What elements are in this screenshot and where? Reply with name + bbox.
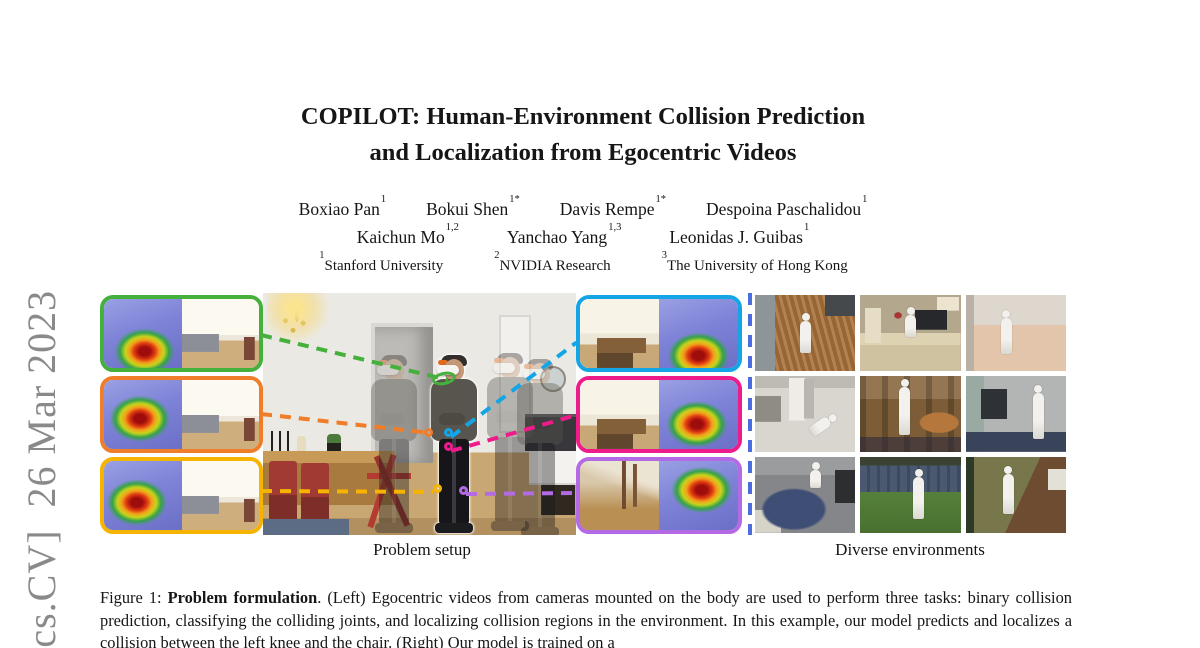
arxiv-watermark: [cs.CV] 26 Mar 2023 (19, 289, 64, 648)
white-table (529, 451, 576, 515)
figure-label-problem-setup: Problem setup (373, 540, 471, 559)
author: Leonidas J. Guibas1 (669, 222, 810, 247)
collision-heatmap-image (659, 461, 738, 530)
author-superscript: 1* (655, 194, 667, 206)
mannequin-figure (898, 379, 911, 436)
author: Bokui Shen1* (426, 194, 520, 219)
collision-panel-purple (576, 457, 742, 534)
affiliation-hku: 3The University of Hong Kong (661, 250, 848, 274)
affiliation-nvidia: 2NVIDIA Research (494, 250, 611, 274)
author-superscript: 1 (803, 222, 810, 234)
collision-panel-orange (100, 376, 263, 453)
caption-bold-title: Problem formulation (167, 588, 318, 607)
author: Despoina Paschalidou1 (706, 194, 868, 219)
author: Yanchao Yang1,3 (506, 222, 622, 247)
environment-image-blue-rug-lounge (755, 457, 856, 533)
affiliation-stanford: 1Stanford University (319, 250, 444, 274)
scene-photo-image (181, 380, 259, 449)
scene-photo-image (181, 299, 259, 368)
red-chair (301, 463, 329, 525)
mannequin-figure (809, 462, 822, 488)
candlesticks (271, 431, 293, 451)
person-vr-headset (429, 355, 479, 533)
room-photo (263, 293, 576, 535)
figure-label-diverse-environments: Diverse environments (835, 540, 985, 559)
author: Kaichun Mo1,2 (356, 222, 459, 247)
collision-heatmap-image (104, 380, 182, 449)
environment-image-timber-room (860, 376, 961, 452)
knee-joint-marker-purple (459, 486, 468, 495)
scene-photo-image (580, 380, 659, 449)
caption-body: . (Left) Egocentric videos from cameras … (100, 588, 1072, 648)
ghost-person (369, 355, 419, 533)
figure-caption: Figure 1: Problem formulation. (Left) Eg… (100, 587, 1072, 648)
mannequin-figure (799, 313, 812, 354)
mannequin-figure (1002, 466, 1015, 515)
author-list-row1: Boxiao Pan1 Bokui Shen1* Davis Rempe1* D… (100, 194, 1066, 220)
environment-image-gray-room-art (965, 376, 1066, 452)
author: Boxiao Pan1 (298, 194, 387, 219)
collision-heatmap-image (104, 461, 182, 530)
hallway-opening (371, 323, 433, 463)
mannequin-figure (1032, 385, 1045, 440)
mannequin-figure (912, 469, 925, 520)
scene-photo-image (580, 299, 659, 368)
mannequin-figure (904, 307, 917, 338)
author-superscript: 1 (380, 194, 387, 206)
collision-panel-yellow (100, 457, 263, 534)
knee-joint-marker-yellow (433, 484, 442, 493)
author: Davis Rempe1* (559, 194, 667, 219)
ghost-person (515, 359, 565, 535)
environment-image-wood-room (755, 295, 856, 371)
collision-heatmap-image (104, 299, 182, 368)
caption-figure-label: Figure 1: (100, 588, 168, 607)
environment-image-empty-room (965, 295, 1066, 371)
dashed-separator-line (748, 293, 752, 535)
author-superscript: 1 (862, 194, 868, 206)
author-superscript: 1,2 (445, 222, 459, 234)
mannequin-figure (1000, 310, 1013, 355)
author-list-row2: Kaichun Mo1,2 Yanchao Yang1,3 Leonidas J… (100, 222, 1066, 248)
scene-photo-image (580, 461, 659, 530)
hip-joint-marker-magenta (444, 442, 453, 451)
environment-image-bedroom (860, 295, 961, 371)
collision-heatmap-image (659, 380, 738, 449)
author-superscript: 1,3 (608, 222, 622, 234)
paper-title-line2: and Localization from Egocentric Videos (369, 139, 797, 166)
environment-image-backyard (860, 457, 961, 533)
scene-photo-image (181, 461, 259, 530)
figure-1 (100, 293, 1066, 537)
affiliation-list: 1Stanford University 2NVIDIA Research 3T… (100, 250, 1066, 275)
environment-image-olive-room (965, 457, 1066, 533)
mannequin-figure (808, 411, 840, 439)
hand-joint-marker-cyan (444, 428, 453, 437)
collision-panel-cyan (576, 295, 742, 372)
floor-rug (263, 519, 349, 535)
paper-title: COPILOT: Human-Environment Collision Pre… (100, 99, 1066, 171)
paper-title-line1: COPILOT: Human-Environment Collision Pre… (300, 103, 866, 130)
legs (439, 439, 469, 525)
environment-grid (755, 295, 1066, 533)
collision-panel-magenta (576, 376, 742, 453)
arm (439, 413, 465, 425)
collision-panel-green (100, 295, 263, 372)
vr-headset (437, 365, 459, 375)
feet (435, 523, 473, 533)
environment-image-white-hallway (755, 376, 856, 452)
round-mirror (540, 366, 566, 392)
collision-heatmap-image (659, 299, 738, 368)
wrist-joint-marker-orange (424, 428, 433, 437)
author-superscript: 1* (509, 194, 520, 206)
